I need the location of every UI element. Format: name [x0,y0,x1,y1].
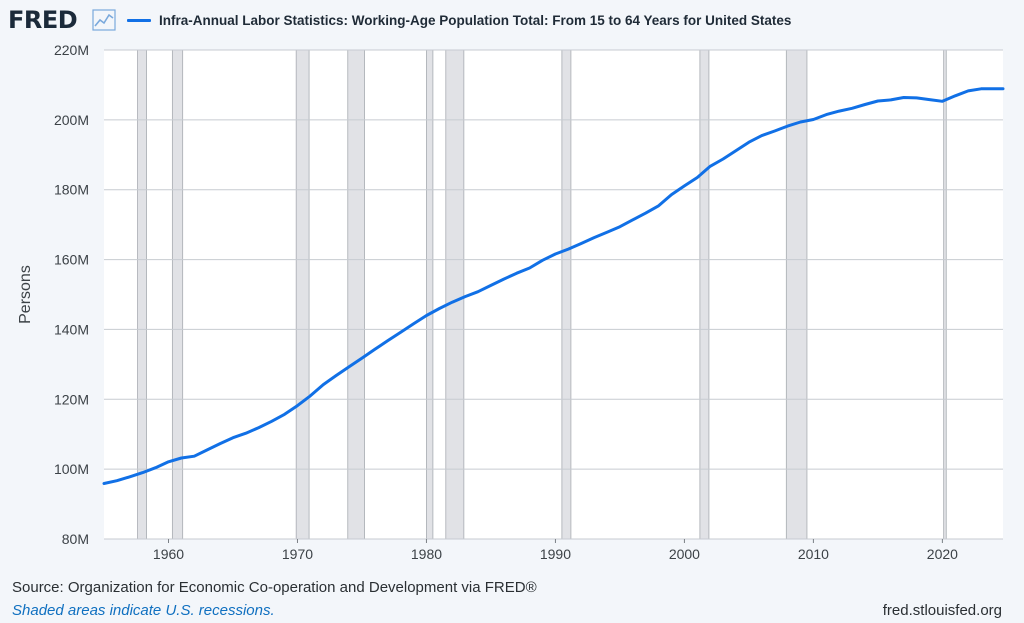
x-tick-label: 2000 [669,546,700,562]
recession-band [699,49,710,540]
recession-band [943,49,947,540]
legend-label: Infra-Annual Labor Statistics: Working-A… [159,12,792,28]
fred-logo[interactable]: FRED [8,6,78,34]
x-tick-label: 1980 [411,546,442,562]
line-chart: 80M 100M 120M 140M 160M 180M 200M 220M 1960 1970… [17,42,1005,562]
y-tick-label: 100M [54,461,89,477]
recession-band [137,49,147,540]
plot-area [104,50,1003,539]
y-tick-label: 180M [54,182,89,198]
chart-header: FRED Infra-Annual Labor Statistics: Work… [0,0,1024,40]
legend-swatch [127,18,151,22]
x-tick-label: 1960 [153,546,184,562]
chart-legend: Infra-Annual Labor Statistics: Working-A… [127,10,791,30]
y-tick-label: 140M [54,321,89,337]
x-tick-label: 1970 [282,546,313,562]
recession-band [445,49,465,540]
y-tick-label: 200M [54,112,89,128]
x-tick-label: 2010 [798,546,829,562]
source-text: Source: Organization for Economic Co-ope… [12,579,537,596]
fred-url-link[interactable]: fred.stlouisfed.org [882,602,1002,619]
x-tick-label: 2020 [927,546,958,562]
recession-band [347,49,365,540]
y-tick-label: 160M [54,252,89,268]
trend-line-icon [92,9,116,31]
x-tick-label: 1990 [540,546,571,562]
y-tick-label: 220M [54,42,89,58]
recession-band [171,49,184,540]
y-tick-label: 80M [62,531,89,547]
recession-band [561,49,572,540]
y-tick-label: 120M [54,391,89,407]
y-axis-label: Persons [17,265,34,324]
recession-note: Shaded areas indicate U.S. recessions. [12,602,275,619]
recession-band [426,49,434,540]
recession-band [295,49,310,540]
series-line [102,87,1005,485]
